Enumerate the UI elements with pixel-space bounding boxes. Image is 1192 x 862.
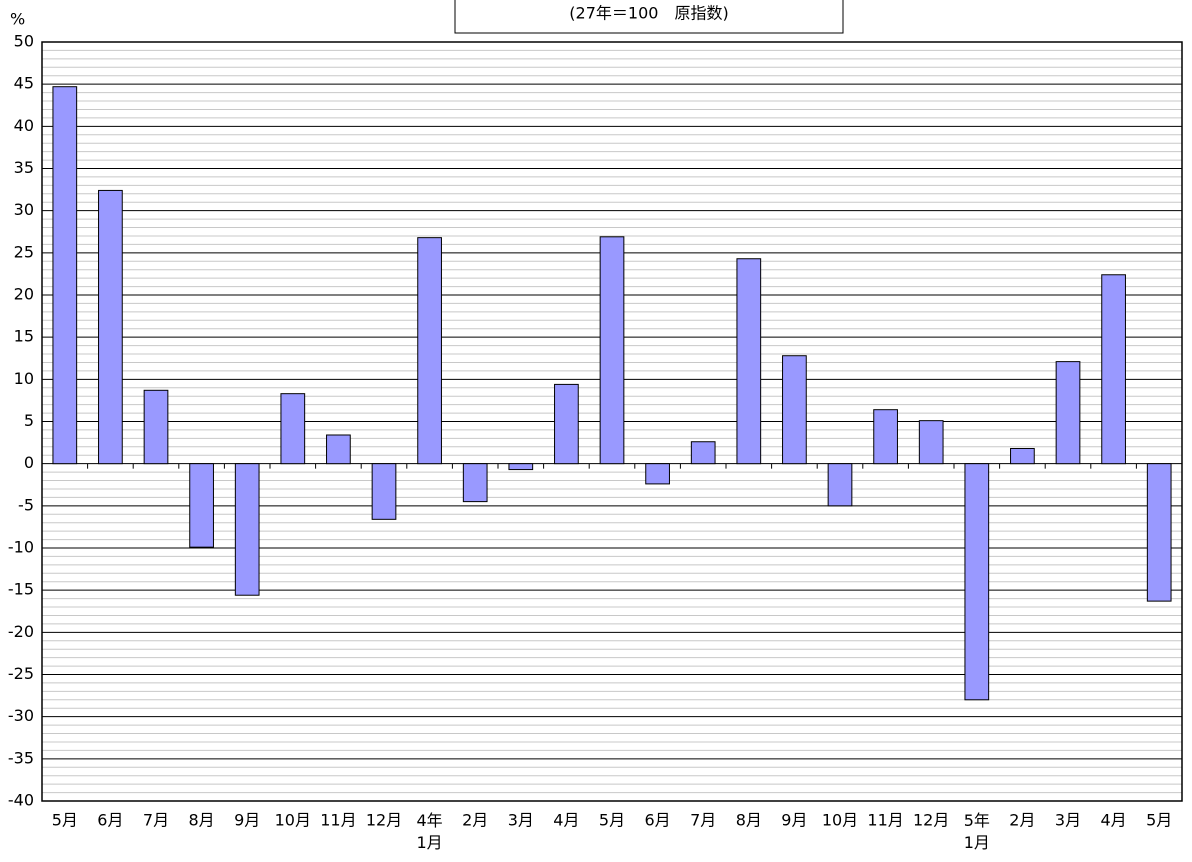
y-tick-label: 30 [14,200,34,219]
y-tick-label: -15 [8,580,34,599]
bar [143,389,169,465]
y-tick-label: 5 [24,411,34,430]
x-tick-label: 4月 [1101,811,1127,830]
x-tick-label: 8月 [189,811,215,830]
bar [326,434,351,465]
bar [736,258,762,465]
x-tick-label: 3月 [508,811,534,830]
x-tick-label: 3月 [1055,811,1081,830]
x-tick-label: 12月 [366,811,402,830]
x-tick-label: 10月 [822,811,858,830]
y-tick-label: 20 [14,285,34,304]
x-tick-label: 2月 [1009,811,1035,830]
bar [918,420,944,465]
y-tick-label: 25 [14,242,34,261]
y-tick-label: 10 [14,369,34,388]
y-tick-label: -10 [8,538,34,557]
x-tick-label: 12月 [913,811,949,830]
x-tick-label: 4月 [553,811,579,830]
x-tick-label: 10月 [275,811,311,830]
bar [690,441,716,465]
y-tick-label: -20 [8,622,34,641]
x-tick-label: 8月 [736,811,762,830]
bar [371,463,397,520]
y-tick-label: 50 [14,32,34,51]
x-tick-label: 7月 [143,811,169,830]
bar [1146,463,1172,602]
y-tick-label: 15 [14,327,34,346]
bar [554,383,579,465]
x-tick-label: 7月 [690,811,716,830]
x-tick-label: 4年 1月 [417,811,443,852]
x-tick-label: 5月 [1146,811,1172,830]
title-box [454,0,844,34]
y-tick-label: 35 [14,158,34,177]
x-tick-label: 6月 [645,811,671,830]
bar [462,463,488,503]
y-tick-label: -40 [8,791,34,810]
bar [1101,274,1126,465]
x-tick-label: 11月 [320,811,356,830]
y-tick-label: -35 [8,748,34,767]
y-tick-label: -25 [8,664,34,683]
bar [98,189,123,465]
bar [280,393,306,465]
y-tick-label: 45 [14,74,34,93]
bar [508,463,534,471]
bar [1055,361,1081,465]
x-tick-label: 2月 [462,811,488,830]
bar [782,355,807,465]
x-tick-label: 11月 [867,811,903,830]
bar [645,463,670,485]
x-tick-label: 9月 [234,811,260,830]
bar [189,463,214,548]
x-tick-label: 9月 [781,811,807,830]
bar [599,236,625,465]
bar [964,463,990,701]
y-tick-label: -30 [8,706,34,725]
bar [1010,447,1035,465]
bar [873,409,898,465]
y-tick-label: -5 [18,495,34,514]
chart-title: (27年＝100 原指数) [569,4,728,23]
bar [417,237,442,465]
bar [52,86,78,465]
plot-frame [41,41,1183,802]
bar [234,463,260,596]
x-tick-label: 5月 [52,811,78,830]
y-tick-label: 0 [24,453,34,472]
x-tick-label: 5月 [599,811,625,830]
y-tick-label: 40 [14,116,34,135]
x-tick-label: 5年 1月 [964,811,990,852]
y-axis-unit: % [10,10,25,29]
bar [827,463,853,507]
x-tick-label: 6月 [97,811,123,830]
